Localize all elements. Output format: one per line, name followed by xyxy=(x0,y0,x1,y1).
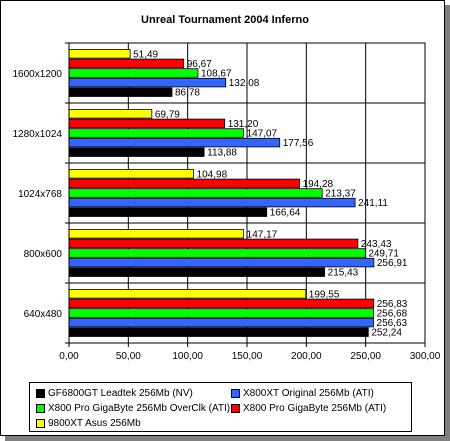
legend-swatch xyxy=(231,389,240,398)
legend-swatch xyxy=(36,404,45,413)
data-label: 213,37 xyxy=(325,189,356,200)
data-label: 256,63 xyxy=(377,318,408,329)
y-category-label: 1600x1200 xyxy=(13,69,63,80)
bar xyxy=(68,327,369,337)
legend-item: X800 Pro GigaByte 256Mb OverClk (ATI) xyxy=(36,403,230,414)
data-label: 243,43 xyxy=(361,239,392,250)
legend-swatch xyxy=(36,419,45,428)
legend-item: GF6800GT Leadtek 256Mb (NV) xyxy=(36,388,193,399)
data-label: 113,88 xyxy=(207,148,237,159)
bar xyxy=(68,289,307,299)
data-label: 249,71 xyxy=(368,249,399,260)
data-label: 132,08 xyxy=(229,78,260,89)
bar xyxy=(68,49,131,59)
data-label: 147,17 xyxy=(247,229,278,240)
value-labels-layer: 51,4996,67108,67132,0886,7869,79131,2014… xyxy=(133,49,408,338)
data-label: 194,28 xyxy=(303,179,334,190)
chart-title: Unreal Tournament 2004 Inferno xyxy=(141,14,309,26)
data-label: 256,83 xyxy=(377,299,408,310)
data-label: 241,11 xyxy=(358,198,388,209)
data-label: 96,67 xyxy=(187,59,212,70)
bar xyxy=(68,298,375,309)
bars-layer xyxy=(68,49,375,337)
bar xyxy=(68,257,375,268)
legend-label: X800 Pro GigaByte 256Mb OverClk (ATI) xyxy=(48,403,231,414)
bar xyxy=(68,238,359,249)
data-label: 51,49 xyxy=(133,49,158,60)
legend-swatch xyxy=(231,404,240,413)
x-tick-label: 200,00 xyxy=(291,351,322,362)
bar xyxy=(68,207,268,217)
data-label: 69,79 xyxy=(155,109,180,120)
bar xyxy=(68,169,194,179)
data-label: 215,43 xyxy=(328,268,359,279)
bar xyxy=(68,188,323,198)
data-label: 108,67 xyxy=(201,69,232,80)
x-tick-label: 0,00 xyxy=(59,351,79,362)
bar xyxy=(68,147,205,157)
axis-layer: 0,00 50,00 100,00 150,00 200,00 250,00 300,00 1… xyxy=(13,42,441,362)
bar xyxy=(68,58,185,69)
y-category-label: 800x600 xyxy=(24,249,63,260)
bar xyxy=(68,109,153,119)
bar xyxy=(68,137,281,148)
x-tick-label: 300,00 xyxy=(410,351,441,362)
data-label: 256,68 xyxy=(377,309,408,320)
bar xyxy=(68,118,226,129)
bar xyxy=(68,308,374,318)
x-tick-label: 150,00 xyxy=(232,351,263,362)
legend-swatch xyxy=(36,389,45,398)
data-label: 199,55 xyxy=(309,289,340,300)
y-category-label: 1280x1024 xyxy=(13,129,63,140)
x-tick-label: 50,00 xyxy=(116,351,141,362)
x-tick-label: 100,00 xyxy=(172,351,203,362)
bar xyxy=(68,178,300,189)
data-label: 177,56 xyxy=(283,138,314,149)
legend-item: 9800XT Asus 256Mb xyxy=(36,418,141,429)
legend-label: GF6800GT Leadtek 256Mb (NV) xyxy=(48,388,193,399)
data-label: 256,91 xyxy=(377,258,408,269)
bar xyxy=(68,267,326,277)
x-tick-label: 250,00 xyxy=(350,351,381,362)
bar xyxy=(68,77,227,88)
bar xyxy=(68,197,356,208)
plot-border xyxy=(68,42,426,344)
legend-item: X800XT Original 256Mb (ATI) xyxy=(231,388,374,399)
legend: GF6800GT Leadtek 256Mb (NV) X800XT Origin… xyxy=(29,382,412,432)
data-label: 166,64 xyxy=(270,208,301,219)
legend-label: X800XT Original 256Mb (ATI) xyxy=(243,388,374,399)
data-label: 86,78 xyxy=(175,88,200,99)
legend-item: X800 Pro GigaByte 256Mb (ATI) xyxy=(231,403,386,414)
bar xyxy=(68,87,173,97)
bar xyxy=(68,128,244,138)
data-label: 104,98 xyxy=(197,169,228,180)
bar xyxy=(68,68,199,78)
data-label: 131,20 xyxy=(228,119,259,130)
bar xyxy=(68,229,245,239)
data-label: 252,24 xyxy=(371,328,402,339)
legend-label: 9800XT Asus 256Mb xyxy=(48,418,141,429)
y-category-label: 640x480 xyxy=(24,309,63,320)
bar xyxy=(68,317,374,328)
bar xyxy=(68,248,366,258)
data-label: 147,07 xyxy=(247,129,278,140)
legend-label: X800 Pro GigaByte 256Mb (ATI) xyxy=(243,403,387,414)
y-category-label: 1024x768 xyxy=(18,189,62,200)
